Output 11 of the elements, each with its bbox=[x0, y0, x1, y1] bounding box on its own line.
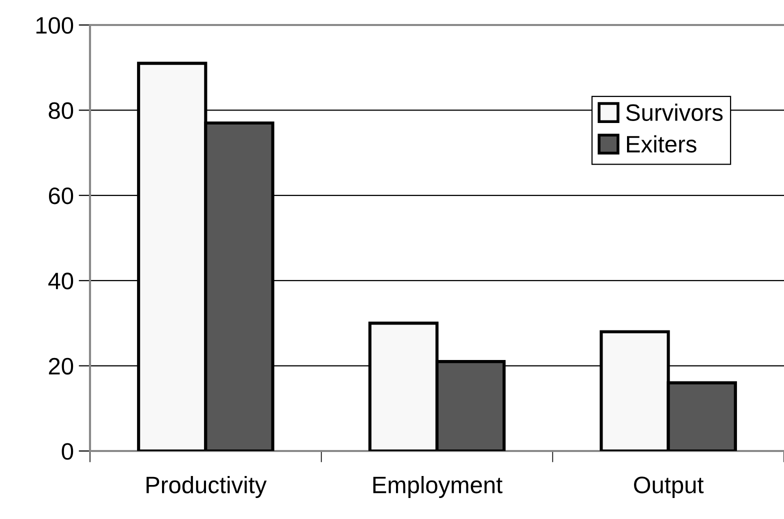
y-tick-label: 60 bbox=[48, 187, 74, 204]
y-tick-label: 0 bbox=[62, 443, 74, 460]
y-tick-label: 80 bbox=[48, 102, 74, 119]
x-tick-label: Productivity bbox=[146, 476, 267, 498]
y-tick-label: 40 bbox=[48, 272, 74, 290]
y-tick-label: 100 bbox=[36, 17, 74, 34]
x-tick-label: Employment bbox=[373, 476, 502, 498]
legend-label: Exiters bbox=[627, 135, 696, 153]
legend-label: Survivors bbox=[626, 104, 723, 121]
y-tick-label: 20 bbox=[48, 358, 74, 375]
x-tick-label: Output bbox=[634, 476, 704, 498]
